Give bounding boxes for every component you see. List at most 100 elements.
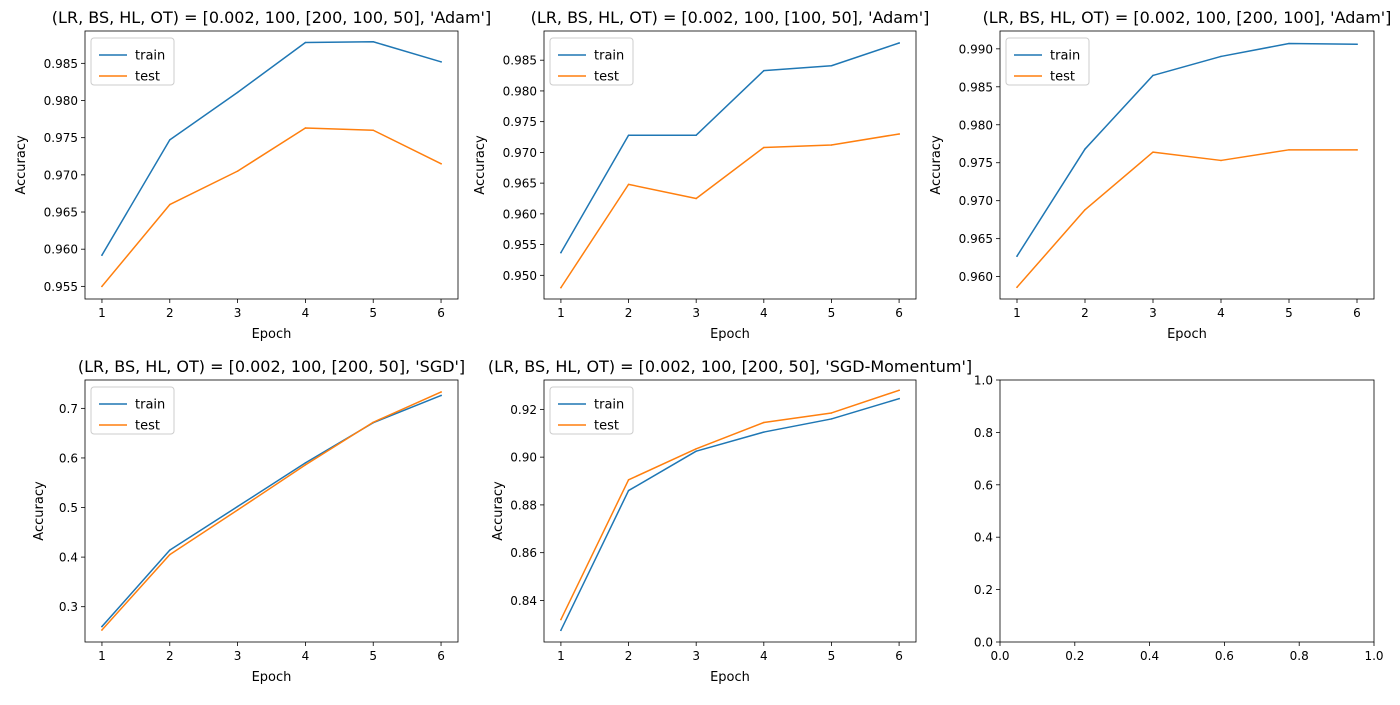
x-tick-label: 1 xyxy=(98,649,106,663)
legend-label-train: train xyxy=(135,398,165,413)
y-tick-label: 0.950 xyxy=(503,269,537,283)
data-point-train xyxy=(1016,255,1018,257)
data-point-test xyxy=(695,448,697,450)
data-point-train xyxy=(830,64,833,67)
data-point-test xyxy=(169,553,171,556)
series-line-test xyxy=(559,133,900,289)
x-tick-label: 6 xyxy=(437,306,445,320)
data-point-test xyxy=(101,285,103,288)
y-tick-label: 0.90 xyxy=(510,451,537,465)
data-point-test xyxy=(1016,286,1018,288)
data-point-train xyxy=(898,42,900,44)
x-tick-label: 1 xyxy=(1013,306,1021,320)
x-tick-label: 0.4 xyxy=(1140,649,1159,663)
subplot-title: (LR, BS, HL, OT) = [0.002, 100, [200, 50… xyxy=(78,357,465,376)
data-point-test xyxy=(1356,149,1358,151)
x-tick-label: 3 xyxy=(692,649,700,663)
legend-label-test: test xyxy=(135,70,160,85)
x-tick-label: 5 xyxy=(828,306,836,320)
x-tick-label: 1 xyxy=(557,649,565,663)
y-tick-label: 0.3 xyxy=(59,600,78,614)
data-point-test xyxy=(236,170,239,172)
x-tick-label: 0.2 xyxy=(1065,649,1084,663)
data-point-test xyxy=(101,629,103,631)
data-point-train xyxy=(560,251,562,254)
legend-label-train: train xyxy=(594,49,624,64)
y-tick-label: 0.955 xyxy=(503,238,537,252)
x-tick-label: 5 xyxy=(1285,306,1293,320)
x-tick-label: 3 xyxy=(1149,306,1157,320)
series-line-train xyxy=(100,394,443,628)
data-point-test xyxy=(304,127,307,129)
axes-frame xyxy=(84,379,459,643)
y-tick-label: 0.88 xyxy=(510,498,537,512)
subplot-4: 1 2 3 4 5 6 0.3 0.4 0.5 0.6 0.7 (LR, BS, HL, OT) = … xyxy=(32,357,465,685)
legend-label-test: test xyxy=(594,70,619,85)
subplot-1: 1 2 3 4 5 6 0.955 0.960 0.965 0.970 0.975 0.980 0.98… xyxy=(14,8,491,342)
y-tick-label: 1.0 xyxy=(974,374,993,388)
x-tick-label: 2 xyxy=(625,649,633,663)
x-tick-label: 1.0 xyxy=(1364,649,1383,663)
y-tick-label: 0.965 xyxy=(959,232,993,246)
data-point-train xyxy=(236,91,239,94)
x-tick-label: 2 xyxy=(1081,306,1089,320)
legend-label-train: train xyxy=(594,398,624,413)
y-axis-label: Accuracy xyxy=(473,135,488,195)
series-line-train xyxy=(1015,42,1358,258)
y-tick-label: 0.980 xyxy=(44,94,78,108)
data-point-test xyxy=(169,203,171,206)
data-point-train xyxy=(695,450,697,452)
y-tick-label: 0.86 xyxy=(510,546,537,560)
x-tick-label: 1 xyxy=(557,306,565,320)
x-tick-label: 2 xyxy=(625,306,633,320)
y-tick-label: 0.960 xyxy=(959,270,993,284)
y-axis-label: Accuracy xyxy=(929,135,944,195)
y-tick-label: 0.4 xyxy=(974,531,993,545)
x-axis-label: Epoch xyxy=(1167,327,1207,342)
y-tick-label: 0.84 xyxy=(510,594,537,608)
data-point-test xyxy=(1152,151,1154,153)
axes-frame xyxy=(84,30,459,300)
x-tick-label: 6 xyxy=(437,649,445,663)
x-axis-label: Epoch xyxy=(252,670,292,685)
legend: train test xyxy=(1005,37,1090,86)
data-point-test xyxy=(830,144,833,146)
data-point-train xyxy=(1356,43,1358,46)
data-point-test xyxy=(830,412,833,414)
y-axis-label: Accuracy xyxy=(32,481,47,541)
subplot-5: 1 2 3 4 5 6 0.84 0.86 0.88 0.90 0.92 (LR, BS, HL, O… xyxy=(488,357,972,685)
series-line-train xyxy=(559,42,901,254)
legend-label-test: test xyxy=(135,419,160,434)
x-tick-label: 6 xyxy=(1353,306,1361,320)
x-tick-label: 3 xyxy=(692,306,700,320)
data-point-train xyxy=(169,549,171,551)
x-tick-label: 2 xyxy=(166,306,174,320)
y-tick-label: 0.970 xyxy=(959,194,993,208)
legend-box xyxy=(549,37,634,86)
legend-box xyxy=(90,386,175,435)
legend: train test xyxy=(90,37,175,86)
data-point-train xyxy=(763,431,765,433)
legend: train test xyxy=(549,386,634,435)
subplot-title: (LR, BS, HL, OT) = [0.002, 100, [200, 10… xyxy=(52,8,491,27)
data-point-train xyxy=(440,61,442,63)
y-tick-label: 0.2 xyxy=(974,583,993,597)
x-tick-label: 3 xyxy=(234,306,242,320)
legend: train test xyxy=(90,386,175,435)
y-tick-label: 0.975 xyxy=(959,156,993,170)
data-point-test xyxy=(627,183,630,186)
data-point-test xyxy=(898,133,900,135)
axes-frame xyxy=(543,30,917,300)
series-line-test xyxy=(100,127,443,288)
subplot-2: 1 2 3 4 5 6 0.950 0.955 0.960 0.965 0.970 0.975 0.98… xyxy=(473,8,929,342)
y-tick-label: 0.965 xyxy=(44,206,78,220)
y-tick-label: 0.980 xyxy=(959,118,993,132)
x-tick-label: 5 xyxy=(369,649,377,663)
data-point-train xyxy=(1220,55,1222,58)
x-tick-label: 1 xyxy=(98,306,106,320)
axes-frame xyxy=(543,379,917,643)
data-point-test xyxy=(440,391,442,393)
data-point-train xyxy=(830,418,833,420)
legend-label-train: train xyxy=(1050,49,1080,64)
